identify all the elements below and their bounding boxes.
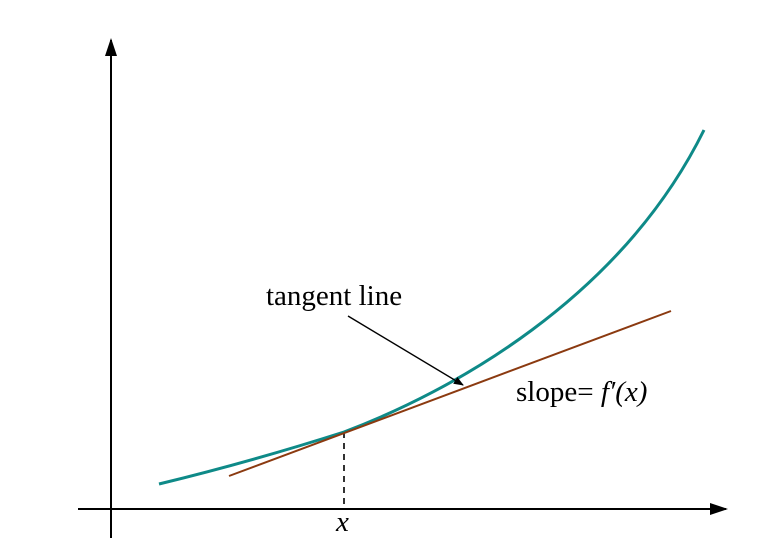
tangent-line-label: tangent line: [266, 280, 402, 312]
slope-label: slope= f′(x): [516, 376, 647, 408]
slope-prefix: slope=: [516, 376, 601, 408]
tangent-pointer-arrow: [347, 315, 464, 386]
tangent-line: [228, 310, 672, 477]
x-point-label: x: [335, 506, 349, 538]
slope-expression: f′(x): [601, 376, 648, 408]
function-curve: [158, 129, 706, 486]
